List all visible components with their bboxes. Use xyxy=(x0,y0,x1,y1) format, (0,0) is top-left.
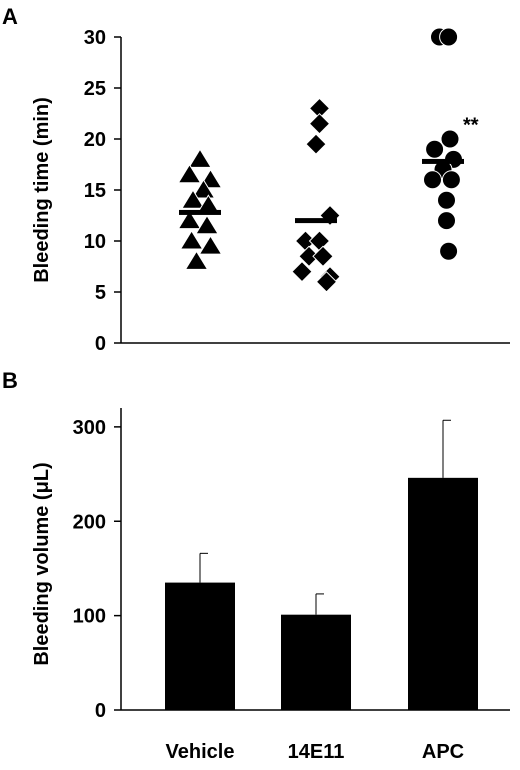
panel-b-bar xyxy=(408,477,478,710)
panel-a-y-tick-label: 10 xyxy=(84,231,106,253)
panel-b-y-tick-label: 300 xyxy=(73,417,106,439)
x-category-label: Vehicle xyxy=(166,741,235,763)
panel-b-y-tick-label: 0 xyxy=(95,700,106,722)
panel-b-y-tick-label: 100 xyxy=(73,606,106,628)
panel-a-point-circle xyxy=(437,211,456,231)
panel-b-letter: B xyxy=(2,368,18,393)
panel-a-point-triangle xyxy=(181,189,205,209)
panel-a-mean-line xyxy=(422,158,464,164)
x-category-label: APC xyxy=(422,741,464,763)
x-category-label: 14E11 xyxy=(288,741,345,763)
panel-a-point-diamond xyxy=(308,230,331,252)
panel-a-letter: A xyxy=(2,4,18,29)
panel-a-point-circle xyxy=(440,129,460,149)
panel-a-point-diamond xyxy=(308,112,331,135)
panel-a-y-tick-label: 0 xyxy=(95,333,106,355)
panel-a-point-triangle xyxy=(177,209,202,230)
panel-a-point-triangle xyxy=(177,163,202,184)
panel-a-y-axis-label: Bleeding time (min) xyxy=(31,97,53,283)
panel-a-point-triangle xyxy=(191,179,216,199)
panel-a-point-diamond xyxy=(291,260,313,283)
panel-a-point-triangle xyxy=(179,230,204,250)
panel-a-point-triangle xyxy=(195,214,219,235)
panel-a-y-tick-label: 30 xyxy=(84,27,106,49)
panel-b-y-tick-label: 200 xyxy=(73,511,106,533)
panel-a-mean-line xyxy=(179,209,221,215)
panel-a-point-circle xyxy=(437,190,456,210)
panel-a-point-diamond xyxy=(305,133,327,155)
panel-a-point-triangle xyxy=(198,235,223,255)
panel-a-point-diamond xyxy=(312,245,334,268)
panel-b-bleeding-volume: B Bleeding volume (μL) 0 100 200 300 Vehicl… xyxy=(2,368,510,763)
panel-b-bar xyxy=(165,582,235,710)
panel-b-bar xyxy=(281,614,351,710)
panel-a-y-tick-label: 20 xyxy=(84,129,106,151)
panel-a-point-circle xyxy=(425,139,445,159)
panel-a-point-circle xyxy=(439,241,459,261)
panel-a-mean-line xyxy=(295,218,337,224)
significance-marker: ** xyxy=(463,115,479,137)
panel-a-point-triangle xyxy=(184,250,209,270)
panel-a-point-circle xyxy=(423,170,442,190)
panel-a-point-circle xyxy=(441,170,461,190)
panel-a-point-circle xyxy=(439,27,459,47)
panel-b-y-axis-label: Bleeding volume (μL) xyxy=(31,462,53,665)
panel-a-y-tick-label: 15 xyxy=(84,180,106,202)
panel-a-point-triangle xyxy=(188,148,212,168)
panel-a-point-diamond xyxy=(315,271,338,293)
panel-a-y-tick-label: 25 xyxy=(84,78,106,100)
panel-a-bleeding-time: A Bleeding time (min) 0 5 10 15 20 25 30 ** xyxy=(2,4,510,355)
panel-a-y-tick-label: 5 xyxy=(95,282,106,304)
